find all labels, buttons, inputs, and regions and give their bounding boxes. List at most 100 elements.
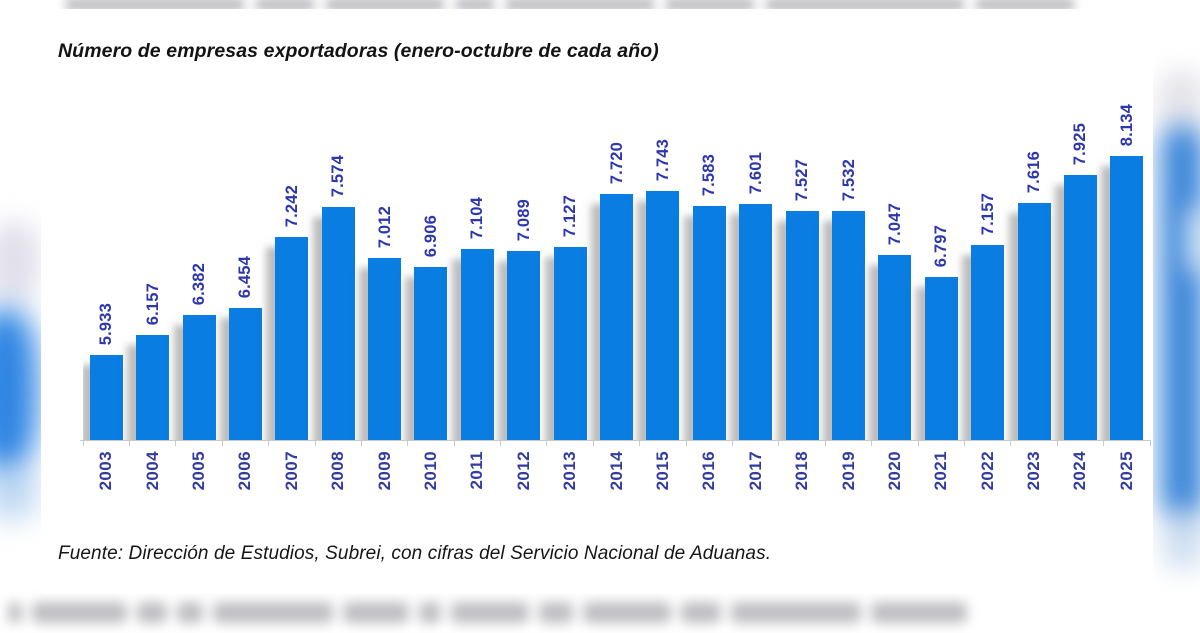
bar-2024 bbox=[1063, 175, 1097, 440]
source-note: Fuente: Dirección de Estudios, Subrei, c… bbox=[58, 543, 772, 564]
bar-value-label: 6.906 bbox=[421, 214, 440, 257]
axis-tick bbox=[500, 440, 501, 446]
bar-value-label: 7.583 bbox=[700, 153, 719, 196]
bar-2017 bbox=[739, 204, 773, 440]
x-axis-label-2021: 2021 bbox=[931, 451, 951, 491]
bar-2016 bbox=[692, 206, 726, 440]
blurred-left-bar bbox=[0, 308, 38, 472]
axis-tick bbox=[453, 440, 455, 446]
axis-tick bbox=[1010, 440, 1012, 446]
bar-value-label: 7.047 bbox=[885, 202, 904, 245]
x-axis-label-2004: 2004 bbox=[142, 451, 162, 491]
axis-tick bbox=[360, 440, 362, 446]
bar-2020 bbox=[878, 255, 912, 440]
bar-2011 bbox=[460, 249, 494, 440]
axis-tick bbox=[778, 440, 780, 446]
x-axis-label-2025: 2025 bbox=[1116, 451, 1136, 491]
bar-2014 bbox=[600, 194, 633, 440]
bar-2008 bbox=[321, 207, 355, 440]
x-axis-category-labels: 2003 2004 2005 2006 2007 2008 2009 2010 2011 2012… bbox=[83, 451, 1150, 506]
axis-tick bbox=[871, 440, 873, 446]
x-axis-label-2022: 2022 bbox=[977, 451, 997, 491]
bar-2010 bbox=[414, 267, 448, 440]
axis-tick bbox=[1149, 440, 1151, 446]
bar-2021 bbox=[924, 277, 958, 440]
axis-tick bbox=[175, 440, 177, 446]
bar-value-label: 7.616 bbox=[1025, 150, 1043, 193]
bar-value-label: 7.743 bbox=[653, 138, 672, 181]
x-axis-label-2005: 2005 bbox=[189, 451, 208, 491]
axis-tick bbox=[268, 440, 270, 446]
axis-tick bbox=[1056, 440, 1058, 446]
axis-tick bbox=[917, 440, 919, 446]
x-axis-label-2013: 2013 bbox=[560, 451, 580, 491]
bar-value-label: 5.933 bbox=[97, 302, 116, 345]
axis-tick bbox=[639, 440, 641, 446]
bar-2007 bbox=[275, 237, 309, 440]
x-axis-label-2017: 2017 bbox=[745, 451, 765, 491]
bar-value-label: 7.157 bbox=[978, 192, 997, 235]
bar-value-label: 6.157 bbox=[143, 282, 162, 325]
x-axis-label-2003: 2003 bbox=[96, 451, 116, 491]
x-axis-label-2010: 2010 bbox=[420, 451, 440, 491]
x-axis-label-2018: 2018 bbox=[792, 451, 812, 491]
bar-value-label: 7.127 bbox=[561, 194, 580, 237]
bar-2015 bbox=[646, 191, 680, 440]
x-axis-label-2007: 2007 bbox=[281, 451, 301, 491]
axis-tick bbox=[221, 440, 223, 446]
bar-value-label: 7.925 bbox=[1071, 122, 1090, 165]
bar-value-label: 7.012 bbox=[375, 205, 394, 248]
axis-tick bbox=[685, 440, 687, 446]
x-axis-label-2014: 2014 bbox=[606, 451, 626, 491]
x-axis-label-2019: 2019 bbox=[838, 451, 858, 491]
x-axis-label-2023: 2023 bbox=[1024, 451, 1043, 491]
bar-2004 bbox=[136, 335, 170, 440]
bar-value-label: 7.104 bbox=[468, 196, 487, 239]
x-axis-label-2020: 2020 bbox=[884, 451, 904, 491]
bar-value-label: 7.527 bbox=[793, 158, 812, 201]
bar-value-label: 7.089 bbox=[514, 198, 533, 241]
axis-tick bbox=[963, 440, 965, 446]
bar-2023 bbox=[1017, 203, 1051, 440]
bar-chart-plot-area: 5.933 6.157 6.382 6.454 7.242 7.574 7.012 6.906… bbox=[83, 98, 1150, 440]
axis-tick bbox=[592, 440, 594, 446]
x-axis-label-2009: 2009 bbox=[374, 451, 394, 491]
bar-2018 bbox=[785, 211, 819, 440]
bar-value-label: 7.601 bbox=[746, 151, 765, 194]
axis-tick bbox=[128, 440, 130, 446]
bar-value-label: 7.532 bbox=[839, 158, 858, 201]
axis-tick bbox=[314, 440, 316, 446]
bar-value-label: 7.574 bbox=[329, 154, 348, 197]
x-axis-label-2016: 2016 bbox=[699, 451, 719, 491]
bar-2009 bbox=[368, 258, 401, 440]
chart-title: Número de empresas exportadoras (enero-o… bbox=[58, 40, 659, 62]
x-axis-label-2024: 2024 bbox=[1070, 451, 1090, 491]
blurred-bottom-text-band bbox=[8, 599, 1165, 626]
bar-value-label: 8.134 bbox=[1117, 103, 1136, 146]
blurred-right-highlight bbox=[1185, 205, 1200, 275]
bar-value-label: 6.454 bbox=[236, 255, 255, 298]
blurred-left-bar-fade bbox=[0, 465, 38, 520]
axis-tick bbox=[407, 440, 409, 446]
blurred-left-wisp bbox=[0, 222, 40, 302]
bar-2019 bbox=[832, 211, 865, 440]
x-axis-label-2011: 2011 bbox=[467, 451, 487, 490]
bar-value-label: 7.242 bbox=[282, 184, 301, 227]
bar-value-label: 6.797 bbox=[932, 224, 951, 267]
x-axis-label-2006: 2006 bbox=[235, 451, 255, 491]
blurred-top-text-band bbox=[65, 0, 1085, 12]
axis-tick bbox=[732, 440, 733, 446]
x-axis-label-2012: 2012 bbox=[513, 451, 533, 491]
bar-2013 bbox=[553, 247, 587, 440]
blurred-right-bar-fade bbox=[1162, 505, 1200, 570]
chart-card bbox=[41, 9, 1153, 594]
bar-value-label: 6.382 bbox=[190, 262, 208, 305]
bar-2022 bbox=[971, 245, 1005, 440]
bar-2003 bbox=[89, 355, 123, 440]
bar-2006 bbox=[228, 308, 262, 440]
axis-tick bbox=[82, 440, 84, 446]
bar-2012 bbox=[507, 251, 541, 440]
